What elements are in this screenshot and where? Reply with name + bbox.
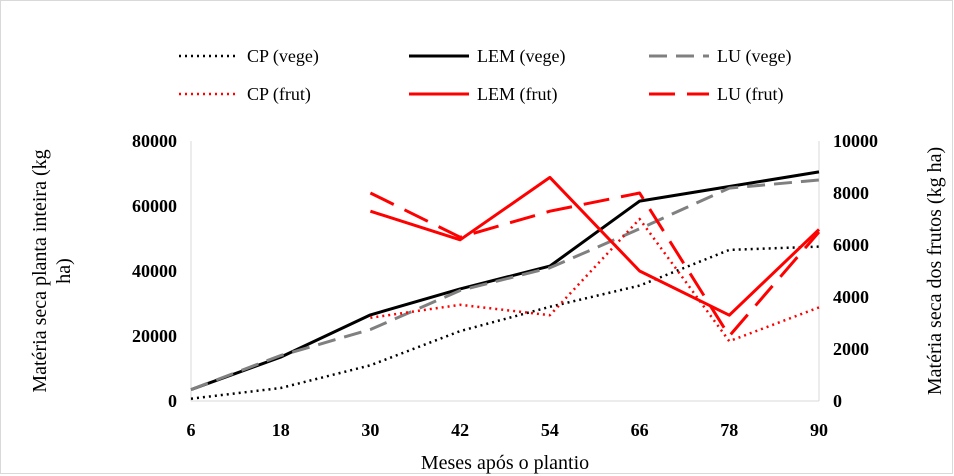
x-tick-label: 66 [631,420,649,440]
y-right-tick-label: 10000 [833,131,878,151]
y-left-tick-label: 0 [168,391,177,411]
y-left-tick-label: 20000 [132,326,177,346]
x-tick-label: 78 [720,420,738,440]
y-axis-right-title: Matéria seca dos frutos (kg ha) [924,147,946,395]
y-right-tick-label: 6000 [833,235,869,255]
series-lines [190,170,821,400]
legend-label-lu-vege: LU (vege) [717,46,791,67]
series-line-lem-frut [369,175,821,317]
y-right-tick-label: 0 [833,391,842,411]
legend: CP (vege) LEM (vege) LU (vege) CP (frut) LEM… [179,46,791,105]
axes [190,141,820,402]
y-axis-left-title-line-2: ha) [53,258,75,284]
legend-label-lu-frut: LU (frut) [717,84,783,105]
y-left-tick-label: 60000 [132,196,177,216]
legend-label-cp-vege: CP (vege) [247,46,319,67]
legend-label-lem-vege: LEM (vege) [477,46,565,67]
series-line-lu-frut [369,191,821,338]
x-tick-label: 90 [810,420,828,440]
series-line-cp-vege [190,245,820,400]
x-tick-label: 6 [187,420,196,440]
x-tick-label: 42 [451,420,469,440]
y-right-tick-label: 2000 [833,339,869,359]
tick-labels: 0 20000 40000 60000 80000 0 2000 4000 6000 8000 10… [132,131,878,440]
y-axis-left-title: Matéria seca planta inteira (kg ha) [29,149,75,392]
series-line-lem-vege [190,170,820,392]
x-tick-label: 30 [361,420,379,440]
y-axis-right-title-text: Matéria seca dos frutos (kg ha) [924,147,946,395]
y-axis-left-title-line-1: Matéria seca planta inteira (kg [29,149,51,392]
y-right-tick-label: 4000 [833,287,869,307]
x-tick-label: 54 [541,420,559,440]
y-right-tick-label: 8000 [833,183,869,203]
y-left-tick-label: 40000 [132,261,177,281]
x-tick-label: 18 [272,420,290,440]
x-axis-title: Meses após o plantio [421,452,589,474]
legend-label-cp-frut: CP (frut) [247,84,311,105]
series-line-cp-frut [370,217,820,343]
legend-label-lem-frut: LEM (frut) [477,84,557,105]
series-line-lu-vege [190,178,820,392]
y-left-tick-label: 80000 [132,131,177,151]
